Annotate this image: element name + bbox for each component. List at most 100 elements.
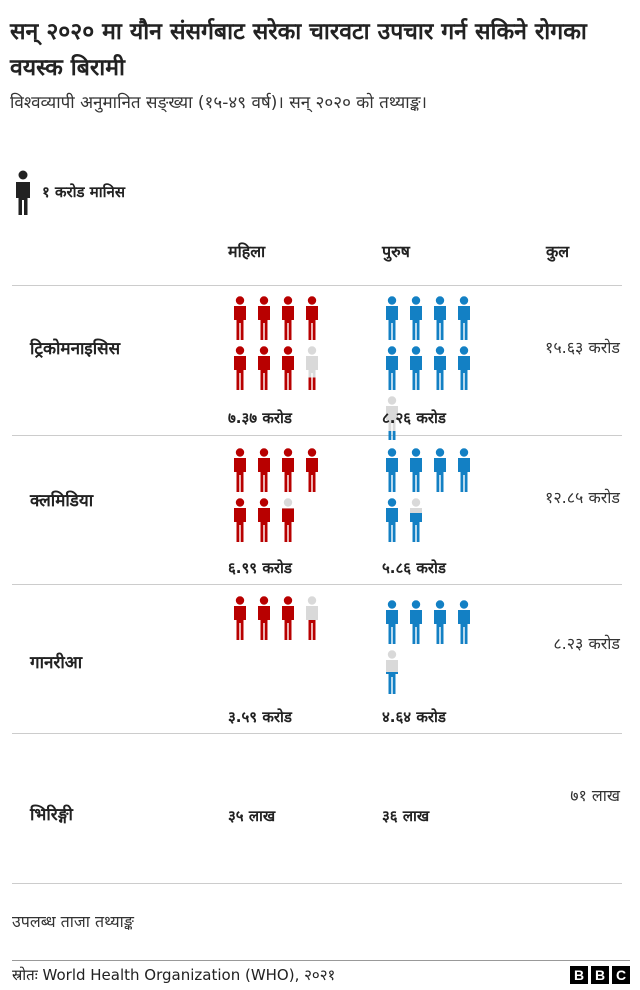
person-icon: [234, 596, 246, 640]
person-icon-head: [259, 498, 269, 507]
men-value-syphilis: ३६ लाख: [382, 807, 430, 825]
women-value-gonorrhoea: ३.५९ करोड: [228, 708, 292, 726]
person-icon-body: [434, 610, 446, 644]
person-icon: [306, 596, 318, 640]
person-icon-head: [235, 498, 245, 507]
person-icon: [386, 396, 398, 440]
person-icon-head: [411, 448, 421, 457]
pictogram-women: [234, 596, 318, 640]
person-icon-head: [435, 346, 445, 355]
row-divider: [12, 733, 622, 734]
person-icon-head: [307, 596, 317, 605]
person-icon: [458, 448, 470, 492]
person-icon-body: [410, 610, 422, 644]
person-icon-head: [235, 448, 245, 457]
person-icon: [306, 296, 318, 340]
person-icon-head: [387, 448, 397, 457]
person-icon-head: [459, 296, 469, 305]
person-icon: [258, 596, 270, 640]
person-icon: [258, 346, 270, 390]
women-icons-chlamydia: [230, 448, 326, 552]
person-icon-head: [307, 346, 317, 355]
row-divider: [12, 584, 622, 585]
person-icon-head: [387, 396, 397, 405]
person-icon: [258, 448, 270, 492]
person-icon-body: [306, 606, 318, 640]
chart-title: सन् २०२० मा यौन संसर्गबाट सरेका चारवटा उ…: [10, 19, 587, 81]
person-icon: [386, 498, 398, 542]
person-icon-body: [386, 406, 398, 440]
person-icon: [16, 170, 30, 215]
bbc-logo-letter: B: [570, 966, 588, 984]
person-icon-body: [386, 458, 398, 492]
person-icon-body: [282, 458, 294, 492]
person-icon: [386, 600, 398, 644]
person-icon: [282, 596, 294, 640]
person-icon-head: [283, 498, 293, 507]
person-icon: [434, 600, 446, 644]
person-icon: [234, 346, 246, 390]
person-icon: [410, 296, 422, 340]
person-icon-head: [235, 296, 245, 305]
bbc-logo-letter: B: [591, 966, 609, 984]
row-divider: [12, 883, 622, 884]
person-icon-body: [386, 508, 398, 542]
person-icon: [434, 296, 446, 340]
person-icon-head: [459, 600, 469, 609]
person-icon-body: [258, 306, 270, 340]
person-icon-body: [234, 606, 246, 640]
person-icon: [282, 448, 294, 492]
person-icon-head: [387, 650, 397, 659]
person-icon-head: [283, 346, 293, 355]
person-icon-body: [258, 508, 270, 542]
person-icon-body: [306, 306, 318, 340]
person-icon-body: [282, 356, 294, 390]
person-icon: [234, 498, 246, 542]
column-header-women: महिला: [228, 242, 266, 261]
person-icon-head: [411, 346, 421, 355]
person-icon-body: [386, 306, 398, 340]
row-label-chlamydia: क्लमिडिया: [30, 491, 94, 511]
person-icon: [458, 296, 470, 340]
row-label-trichomoniasis: ट्रिकोमनाइसिस: [30, 339, 121, 359]
pictogram-women: [234, 296, 318, 390]
person-icon: [282, 498, 294, 542]
person-icon-body: [386, 356, 398, 390]
pictogram-men: [386, 296, 470, 440]
person-icon-body: [434, 306, 446, 340]
women-icons-gonorrhoea: [230, 596, 326, 650]
person-icon-head: [235, 346, 245, 355]
person-icon: [258, 498, 270, 542]
pictogram-men: [386, 600, 470, 694]
person-icon: [386, 296, 398, 340]
person-icon-body: [234, 458, 246, 492]
column-header-total: कुल: [546, 242, 570, 261]
person-icon-head: [307, 296, 317, 305]
person-icon-head: [435, 448, 445, 457]
bbc-logo-letter: C: [612, 966, 630, 984]
person-icon: [234, 448, 246, 492]
person-icon: [410, 346, 422, 390]
total-value-chlamydia: १२.८५ करोड: [545, 488, 620, 507]
row-divider: [12, 435, 622, 436]
row-divider: [12, 285, 622, 286]
person-icon-body: [458, 306, 470, 340]
row-label-gonorrhoea: गानरीआ: [30, 653, 83, 673]
person-icon-head: [259, 596, 269, 605]
person-icon: [410, 600, 422, 644]
person-icon-head: [283, 596, 293, 605]
person-icon-body: [258, 356, 270, 390]
person-icon-body: [386, 610, 398, 644]
person-icon-body: [234, 356, 246, 390]
person-icon-body: [386, 660, 398, 694]
person-icon: [434, 448, 446, 492]
person-icon-head: [387, 600, 397, 609]
person-icon: [282, 346, 294, 390]
source-credit: स्रोतः World Health Organization (WHO), …: [12, 966, 336, 984]
person-icon: [306, 448, 318, 492]
person-icon: [234, 296, 246, 340]
chart-subtitle: विश्वव्यापी अनुमानित सङ्ख्या (१५-४९ वर्ष…: [10, 93, 427, 113]
person-icon-body: [458, 610, 470, 644]
person-icon-body: [282, 508, 294, 542]
person-icon: [386, 650, 398, 694]
